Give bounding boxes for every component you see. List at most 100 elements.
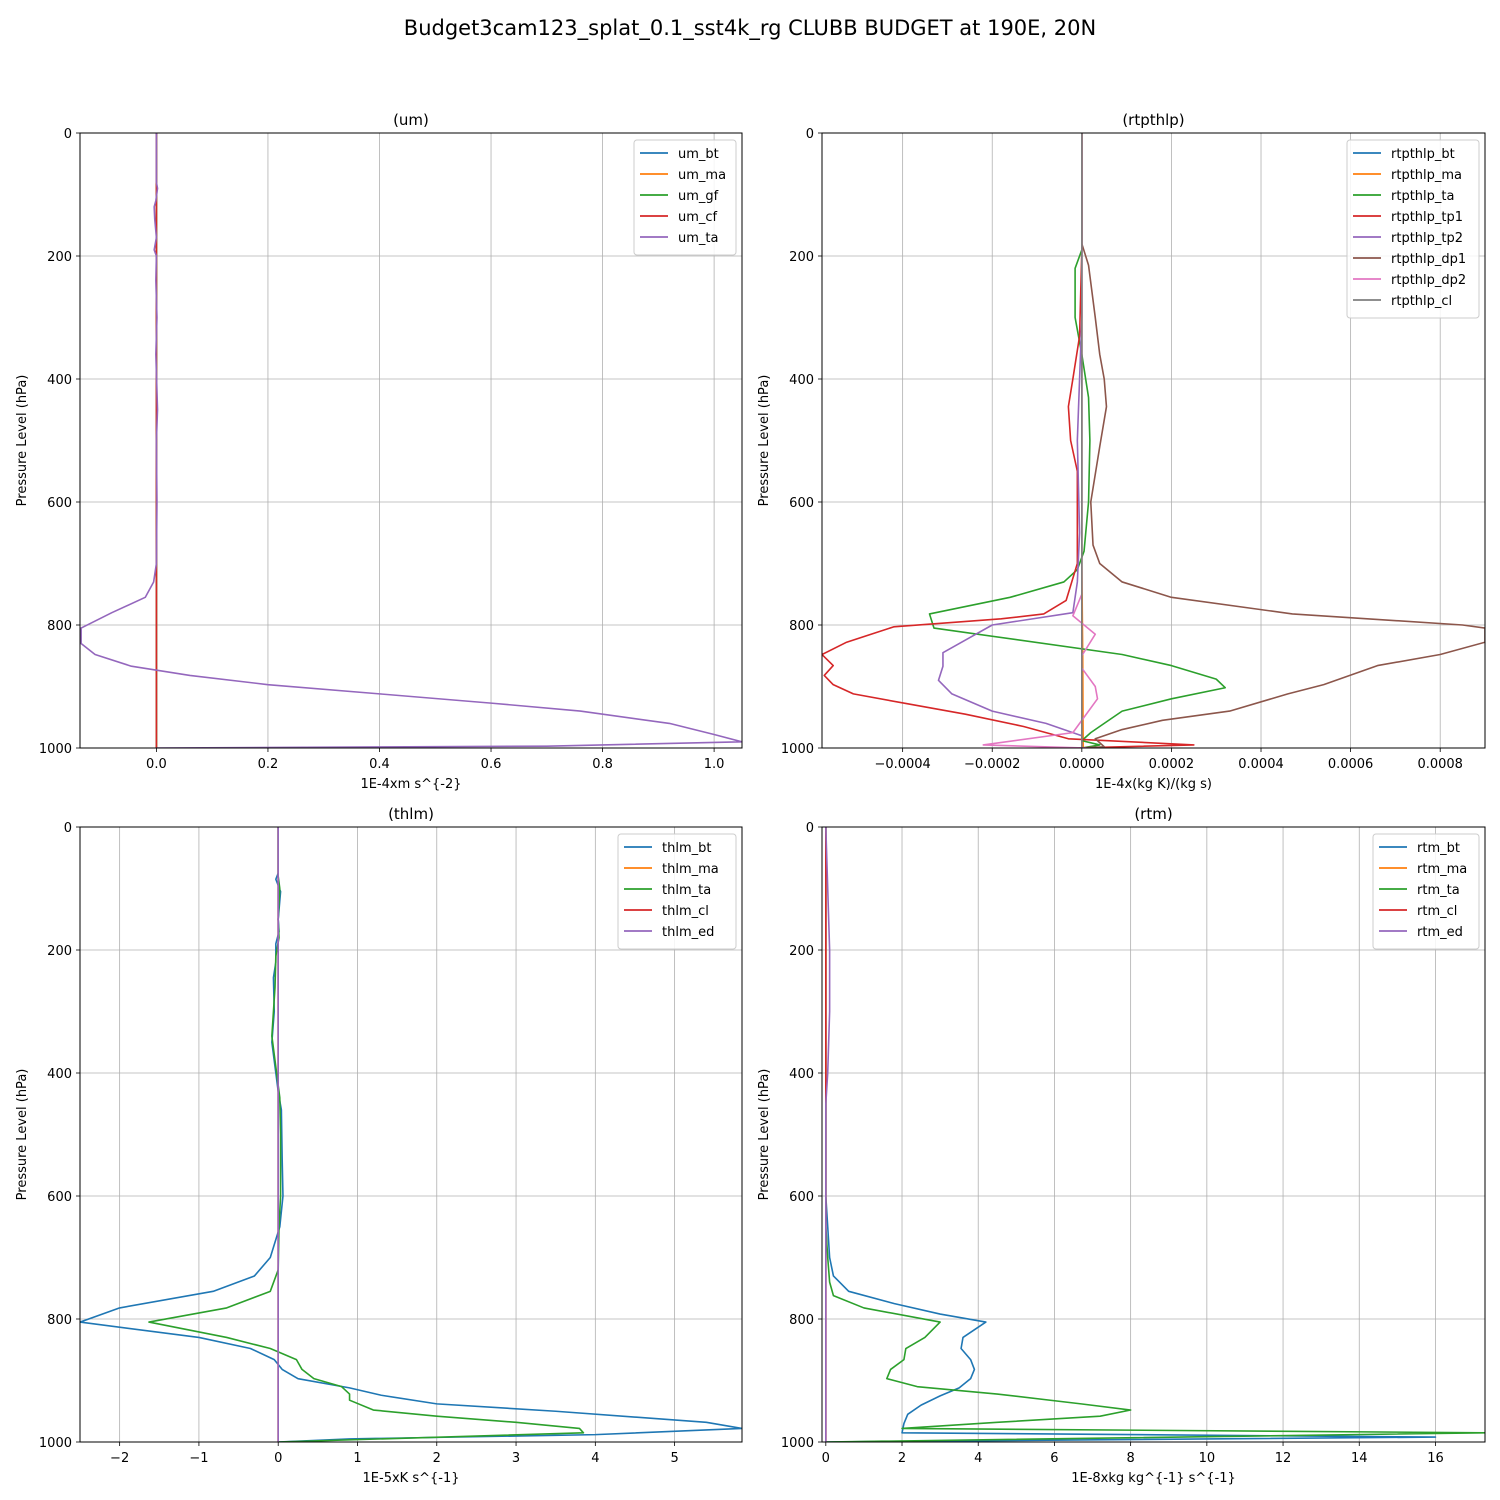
x-tick-label: 0.0008 [1417,757,1463,772]
x-tick-label: −0.0002 [964,757,1020,772]
x-tick-label: 0.2 [258,757,279,772]
legend-label: um_cf [678,210,718,225]
legend-label: rtm_ma [1417,862,1467,877]
legend-label: um_ma [678,168,726,183]
x-tick-label: 1 [353,1451,361,1466]
legend-label: um_gf [678,189,719,204]
y-tick-label: 1000 [39,742,72,757]
x-tick-label: 1.0 [704,757,725,772]
x-tick-label: 16 [1427,1451,1444,1466]
series-line-um_ta [80,133,742,748]
series-line-rtm_ed [825,827,831,1442]
y-tick-label: 600 [47,1190,72,1205]
legend: rtpthlp_bt rtpthlp_ma rtpthlp_ta rtpthlp_tp… [1346,139,1480,319]
y-tick-label: 400 [789,1067,814,1082]
subplot-rtpthlp: −0.0004 −0.0002 0.0000 0.0002 0.0004 0.0006 0.… [757,111,1486,792]
x-tick-label: 8 [1126,1451,1134,1466]
legend-label: thlm_ed [662,925,714,940]
y-tick-label: 800 [47,1313,72,1328]
subplot-title: (um) [393,111,429,129]
legend-label: rtm_ta [1417,883,1460,898]
legend-label: rtpthlp_ma [1391,168,1462,183]
x-tick-label: 0 [274,1451,282,1466]
y-tick-label: 200 [789,250,814,265]
legend-label: rtpthlp_tp1 [1391,210,1463,225]
subplot-um: 0.0 0.2 0.4 0.6 0.8 1.0 0 200 400 600 800 1000 (um) 1… [15,111,743,792]
legend: thlm_bt thlm_ma thlm_ta thlm_cl thlm_ed [617,833,737,950]
y-tick-label: 400 [47,1067,72,1082]
x-tick-label: 2 [898,1451,906,1466]
y-tick-label: 1000 [781,1436,814,1451]
subplot-title: (thlm) [388,805,434,823]
legend: rtm_bt rtm_ma rtm_ta rtm_cl rtm_ed [1372,833,1480,950]
x-tick-label: 0.4 [369,757,390,772]
x-tick-label: 14 [1351,1451,1368,1466]
y-tick-label: 200 [47,944,72,959]
x-tick-label: 5 [670,1451,678,1466]
x-tick-label: −0.0004 [874,757,930,772]
y-tick-label: 200 [47,250,72,265]
plot-frame [821,826,1486,1443]
y-tick-label: 0 [806,127,814,142]
x-tick-label: 4 [591,1451,599,1466]
legend-label: rtm_ed [1417,925,1463,940]
plot-frame [79,826,743,1443]
subplot-title: (rtpthlp) [1122,111,1184,129]
x-tick-label: 0.0002 [1149,757,1195,772]
series-line-thlm_ta [148,827,585,1442]
series-line-rtm_ta [825,827,1485,1442]
x-tick-label: 6 [1050,1451,1058,1466]
y-tick-label: 1000 [781,742,814,757]
legend-label: rtpthlp_bt [1391,147,1455,162]
subplot-title: (rtm) [1134,805,1172,823]
x-tick-label: 0.0000 [1059,757,1105,772]
legend-label: rtpthlp_dp2 [1391,273,1466,288]
legend-label: thlm_bt [662,841,711,856]
legend-box [617,833,737,950]
legend-label: rtpthlp_dp1 [1391,252,1466,267]
y-axis-label: Pressure Level (hPa) [757,375,772,507]
x-tick-label: 12 [1275,1451,1292,1466]
y-tick-label: 0 [64,127,72,142]
x-tick-label: −1 [189,1451,208,1466]
x-tick-label: 3 [512,1451,520,1466]
x-tick-label: 0.6 [481,757,502,772]
legend-label: thlm_ma [662,862,719,877]
y-tick-label: 600 [47,496,72,511]
legend-label: rtm_bt [1417,841,1460,856]
legend-label: rtpthlp_cl [1391,294,1452,309]
legend-label: thlm_cl [662,904,709,919]
y-tick-label: 200 [789,944,814,959]
x-tick-label: 0.0006 [1328,757,1374,772]
legend-label: rtm_cl [1417,904,1457,919]
series-line-rtpthlp_tp1 [822,133,1195,748]
plot-frame [79,132,743,749]
x-tick-label: −2 [110,1451,129,1466]
subplot-thlm: −2 −1 0 1 2 3 4 5 0 200 400 600 800 1000 (thlm) 1E-5xK … [15,805,743,1486]
y-tick-label: 800 [47,619,72,634]
x-tick-label: 0.0 [146,757,167,772]
y-tick-label: 800 [789,1313,814,1328]
x-axis-label: 1E-8xkg kg^{-1} s^{-1} [1071,1471,1236,1486]
legend-box [1372,833,1480,950]
y-tick-label: 1000 [39,1436,72,1451]
x-axis-label: 1E-5xK s^{-1} [363,1471,460,1486]
y-tick-label: 400 [789,373,814,388]
y-tick-label: 0 [64,821,72,836]
legend-box [633,139,737,256]
y-tick-label: 0 [806,821,814,836]
legend-label: rtpthlp_tp2 [1391,231,1463,246]
legend-label: um_bt [678,147,719,162]
y-axis-label: Pressure Level (hPa) [15,1069,30,1201]
x-tick-label: 0 [822,1451,830,1466]
subplot-rtm: 0 2 4 6 8 10 12 14 16 0 200 400 600 800 1000 (rtm) 1E-8x… [757,805,1486,1486]
legend-label: rtpthlp_ta [1391,189,1454,204]
x-tick-label: 0.0004 [1238,757,1284,772]
y-axis-label: Pressure Level (hPa) [757,1069,772,1201]
plot-frame [821,132,1486,749]
x-tick-label: 0.8 [592,757,613,772]
series-line-rtpthlp_tp2 [937,133,1083,748]
legend-label: um_ta [678,231,718,246]
y-tick-label: 600 [789,1190,814,1205]
